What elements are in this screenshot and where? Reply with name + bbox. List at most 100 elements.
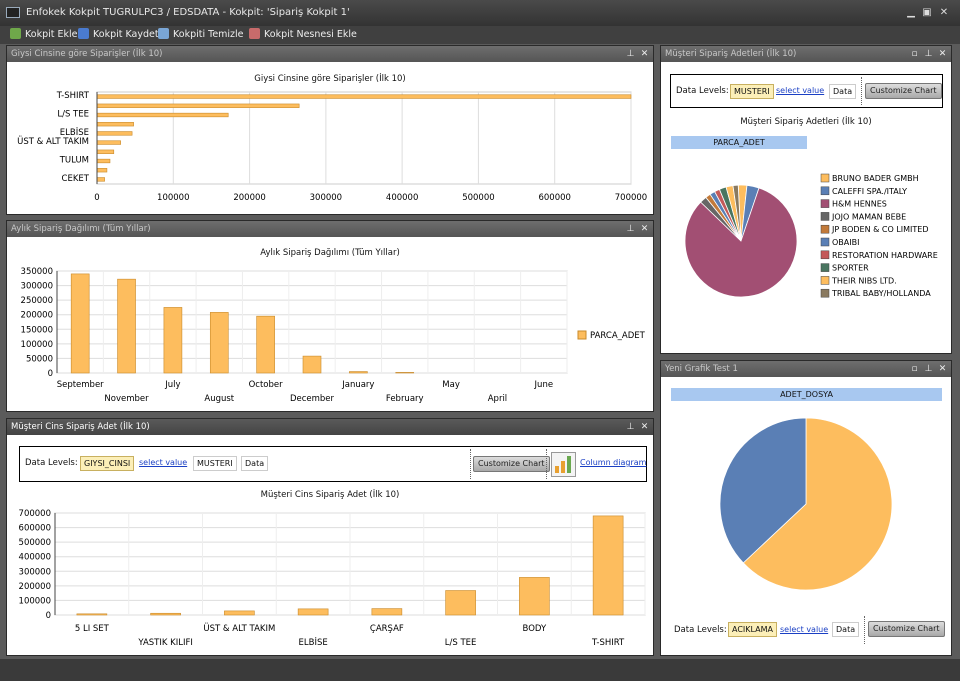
x-tick-label: May [442, 380, 460, 390]
y-tick-label: 100000 [19, 596, 51, 606]
add-cockpit-object-button[interactable]: Kokpit Nesnesi Ekle [249, 28, 357, 42]
legend-swatch [820, 237, 830, 247]
x-tick-label: ÇARŞAF [370, 624, 404, 634]
pin-icon[interactable]: ⊥ [626, 224, 635, 234]
separator [861, 77, 862, 105]
bar [371, 608, 403, 616]
separator [864, 616, 865, 644]
level-chip-data[interactable]: Data [241, 456, 269, 471]
bar [349, 371, 368, 374]
clear-cockpit-button[interactable]: Kokpiti Temizle [158, 28, 244, 42]
select-value-link[interactable]: select value [780, 625, 829, 634]
pie-slice [719, 417, 807, 564]
column-diagram-icon[interactable] [551, 452, 576, 477]
close-icon[interactable]: ✕ [640, 49, 649, 59]
panel-header[interactable]: Müşteri Cins Sipariş Adet (İlk 10) ⊥ ✕ [7, 419, 653, 435]
y-tick-label: 350000 [21, 267, 53, 277]
y-tick-label: 0 [48, 369, 53, 379]
maximize-button[interactable]: ▣ [922, 7, 932, 18]
data-levels-label: Data Levels: [674, 625, 727, 635]
bar [519, 577, 550, 616]
legend-swatch [820, 212, 830, 221]
close-icon[interactable]: ✕ [640, 224, 649, 234]
panel-header[interactable]: Aylık Sipariş Dağılımı (Tüm Yıllar) ⊥ ✕ [7, 221, 653, 237]
x-tick-label: 5 LI SET [75, 624, 110, 634]
save-icon [78, 28, 89, 39]
column-diagram-link[interactable]: Column diagram [580, 458, 647, 467]
level-chip-giysi-cinsi[interactable]: GIYSI_CINSI [80, 456, 135, 471]
series-label: PARCA_ADET [671, 136, 807, 149]
x-tick-label: L/S TEE [445, 638, 477, 648]
pin-icon[interactable]: ⊥ [924, 364, 933, 374]
close-icon[interactable]: ✕ [938, 49, 947, 59]
y-tick-label: 400000 [19, 553, 51, 563]
legend-label: JOJO MAMAN BEBE [831, 212, 906, 221]
close-button[interactable]: ✕ [939, 7, 949, 18]
app-icon [6, 7, 20, 18]
pin-icon[interactable]: ⊥ [924, 49, 933, 59]
y-tick-label: ÜST & ALT TAKIM [17, 136, 89, 147]
x-tick-label: June [534, 380, 554, 390]
data-levels-bar: Data Levels: MUSTERI select value Data C… [670, 74, 943, 108]
x-tick-label: 100000 [157, 193, 189, 203]
y-tick-label: 300000 [21, 282, 53, 292]
bar [96, 177, 105, 182]
legend-label: JP BODEN & CO LIMITED [831, 225, 929, 234]
panel-header[interactable]: Giysi Cinsine göre Siparişler (İlk 10) ⊥… [7, 46, 653, 62]
save-cockpit-button[interactable]: Kokpit Kaydet [78, 28, 159, 42]
broom-icon [158, 28, 169, 39]
x-tick-label: 300000 [310, 193, 342, 203]
x-tick-label: T-SHIRT [591, 638, 625, 648]
level-chip-data[interactable]: Data [829, 84, 857, 99]
panel-musteri-cins: Müşteri Cins Sipariş Adet (İlk 10) ⊥ ✕ Da… [6, 418, 654, 656]
add-cockpit-button[interactable]: Kokpit Ekle [10, 28, 77, 42]
panel-musteri-siparis-adetleri: Müşteri Sipariş Adetleri (İlk 10) ▫ ⊥ ✕ Da… [660, 45, 952, 354]
x-tick-label: December [290, 394, 335, 404]
level-chip-data[interactable]: Data [832, 622, 860, 637]
y-tick-label: 200000 [19, 582, 51, 592]
legend-label: BRUNO BADER GMBH [832, 174, 919, 183]
select-value-link[interactable]: select value [139, 458, 188, 467]
level-chip-aciklama[interactable]: ACIKLAMA [728, 622, 778, 637]
x-tick-label: July [164, 380, 180, 390]
customize-chart-button[interactable]: Customize Chart [473, 456, 550, 472]
x-tick-label: April [488, 394, 507, 404]
close-icon[interactable]: ✕ [938, 364, 947, 374]
pin-icon[interactable]: ⊥ [626, 49, 635, 59]
customize-chart-button[interactable]: Customize Chart [865, 83, 942, 99]
legend-swatch [820, 250, 830, 260]
maximize-icon[interactable]: ▫ [911, 49, 918, 59]
bar [297, 608, 329, 616]
close-icon[interactable]: ✕ [640, 422, 649, 432]
legend-label: SPORTER [832, 264, 869, 273]
panel-aylik-siparis: Aylık Sipariş Dağılımı (Tüm Yıllar) ⊥ ✕ A… [6, 220, 654, 412]
level-chip-musteri[interactable]: MUSTERI [730, 84, 774, 99]
main-toolbar: Kokpit Ekle Kokpit Kaydet Kokpiti Temizl… [0, 26, 960, 44]
maximize-icon[interactable]: ▫ [911, 364, 918, 374]
bar [76, 613, 108, 616]
data-levels-label: Data Levels: [25, 458, 78, 468]
pie-slice [742, 417, 893, 591]
legend-swatch [820, 173, 830, 183]
level-chip-musteri[interactable]: MUSTERI [193, 456, 237, 471]
legend-swatch [820, 224, 830, 234]
x-tick-label: 200000 [233, 193, 265, 203]
separator [470, 449, 471, 479]
y-tick-label: 250000 [21, 296, 53, 306]
panel-header[interactable]: Müşteri Sipariş Adetleri (İlk 10) ▫ ⊥ ✕ [661, 46, 951, 62]
y-tick-label: 600000 [19, 524, 51, 534]
pie-chart: BRUNO BADER GMBH CALEFFI SPA./ITALY H&M HE… [684, 173, 938, 298]
bar [302, 355, 322, 374]
minimize-button[interactable]: ▁ [907, 7, 915, 18]
y-tick-label: TULUM [59, 155, 89, 165]
customize-chart-button[interactable]: Customize Chart [868, 621, 945, 637]
y-tick-label: ELBİSE [60, 127, 89, 138]
bar [150, 612, 181, 616]
x-tick-label: 600000 [538, 193, 570, 203]
pin-icon[interactable]: ⊥ [626, 422, 635, 432]
status-bar [0, 659, 960, 681]
panel-header[interactable]: Yeni Grafik Test 1 ▫ ⊥ ✕ [661, 361, 951, 377]
pie-chart [719, 417, 893, 591]
x-tick-label: YASTIK KILIFI [137, 638, 192, 648]
select-value-link[interactable]: select value [776, 86, 825, 95]
